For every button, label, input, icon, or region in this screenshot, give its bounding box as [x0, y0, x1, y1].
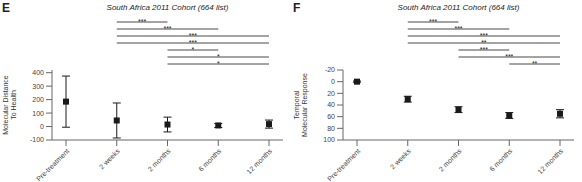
svg-text:300: 300 [32, 83, 44, 90]
svg-text:***: *** [480, 46, 488, 53]
svg-text:Pre-treatment: Pre-treatment [326, 147, 361, 182]
svg-text:0: 0 [40, 123, 44, 130]
svg-text:20: 20 [327, 90, 335, 97]
svg-text:12 months: 12 months [536, 147, 564, 175]
svg-text:2 weeks: 2 weeks [98, 147, 121, 170]
svg-text:40: 40 [327, 101, 335, 108]
svg-text:*: * [217, 60, 220, 67]
svg-text:TemporalMolecular Response: TemporalMolecular Response [293, 73, 309, 137]
svg-text:***: *** [480, 32, 488, 39]
svg-text:***: *** [454, 25, 462, 32]
svg-text:Pre-treatment: Pre-treatment [35, 147, 70, 182]
svg-text:2 months: 2 months [146, 147, 172, 173]
svg-text:South Africa 2011 Cohort (664: South Africa 2011 Cohort (664 list) [107, 3, 229, 12]
svg-text:***: *** [189, 32, 197, 39]
svg-text:6 months: 6 months [488, 147, 514, 173]
svg-text:South Africa 2011 Cohort (664: South Africa 2011 Cohort (664 list) [398, 3, 520, 12]
svg-text:E: E [8, 1, 10, 15]
svg-text:0: 0 [331, 78, 335, 85]
svg-text:***: *** [163, 25, 171, 32]
svg-text:**: ** [481, 39, 487, 46]
svg-text:12 months: 12 months [245, 147, 273, 175]
svg-text:100: 100 [32, 110, 44, 117]
svg-text:6 months: 6 months [197, 147, 223, 173]
svg-text:***: *** [429, 18, 437, 25]
svg-text:200: 200 [32, 96, 44, 103]
svg-text:F: F [293, 1, 300, 15]
svg-text:60: 60 [327, 113, 335, 120]
svg-text:*: * [217, 53, 220, 60]
svg-text:-100: -100 [30, 136, 44, 143]
svg-text:400: 400 [32, 69, 44, 76]
svg-text:*: * [192, 46, 195, 53]
svg-text:2 months: 2 months [437, 147, 463, 173]
svg-text:-20: -20 [325, 66, 335, 73]
svg-text:***: *** [189, 39, 197, 46]
svg-text:***: *** [505, 53, 513, 60]
svg-text:Molecular DistanceTo Health: Molecular DistanceTo Health [8, 75, 17, 135]
svg-text:***: *** [138, 18, 146, 25]
svg-text:**: ** [532, 60, 538, 67]
svg-text:2 weeks: 2 weeks [389, 147, 412, 170]
svg-text:100: 100 [323, 136, 335, 143]
svg-text:80: 80 [327, 125, 335, 132]
